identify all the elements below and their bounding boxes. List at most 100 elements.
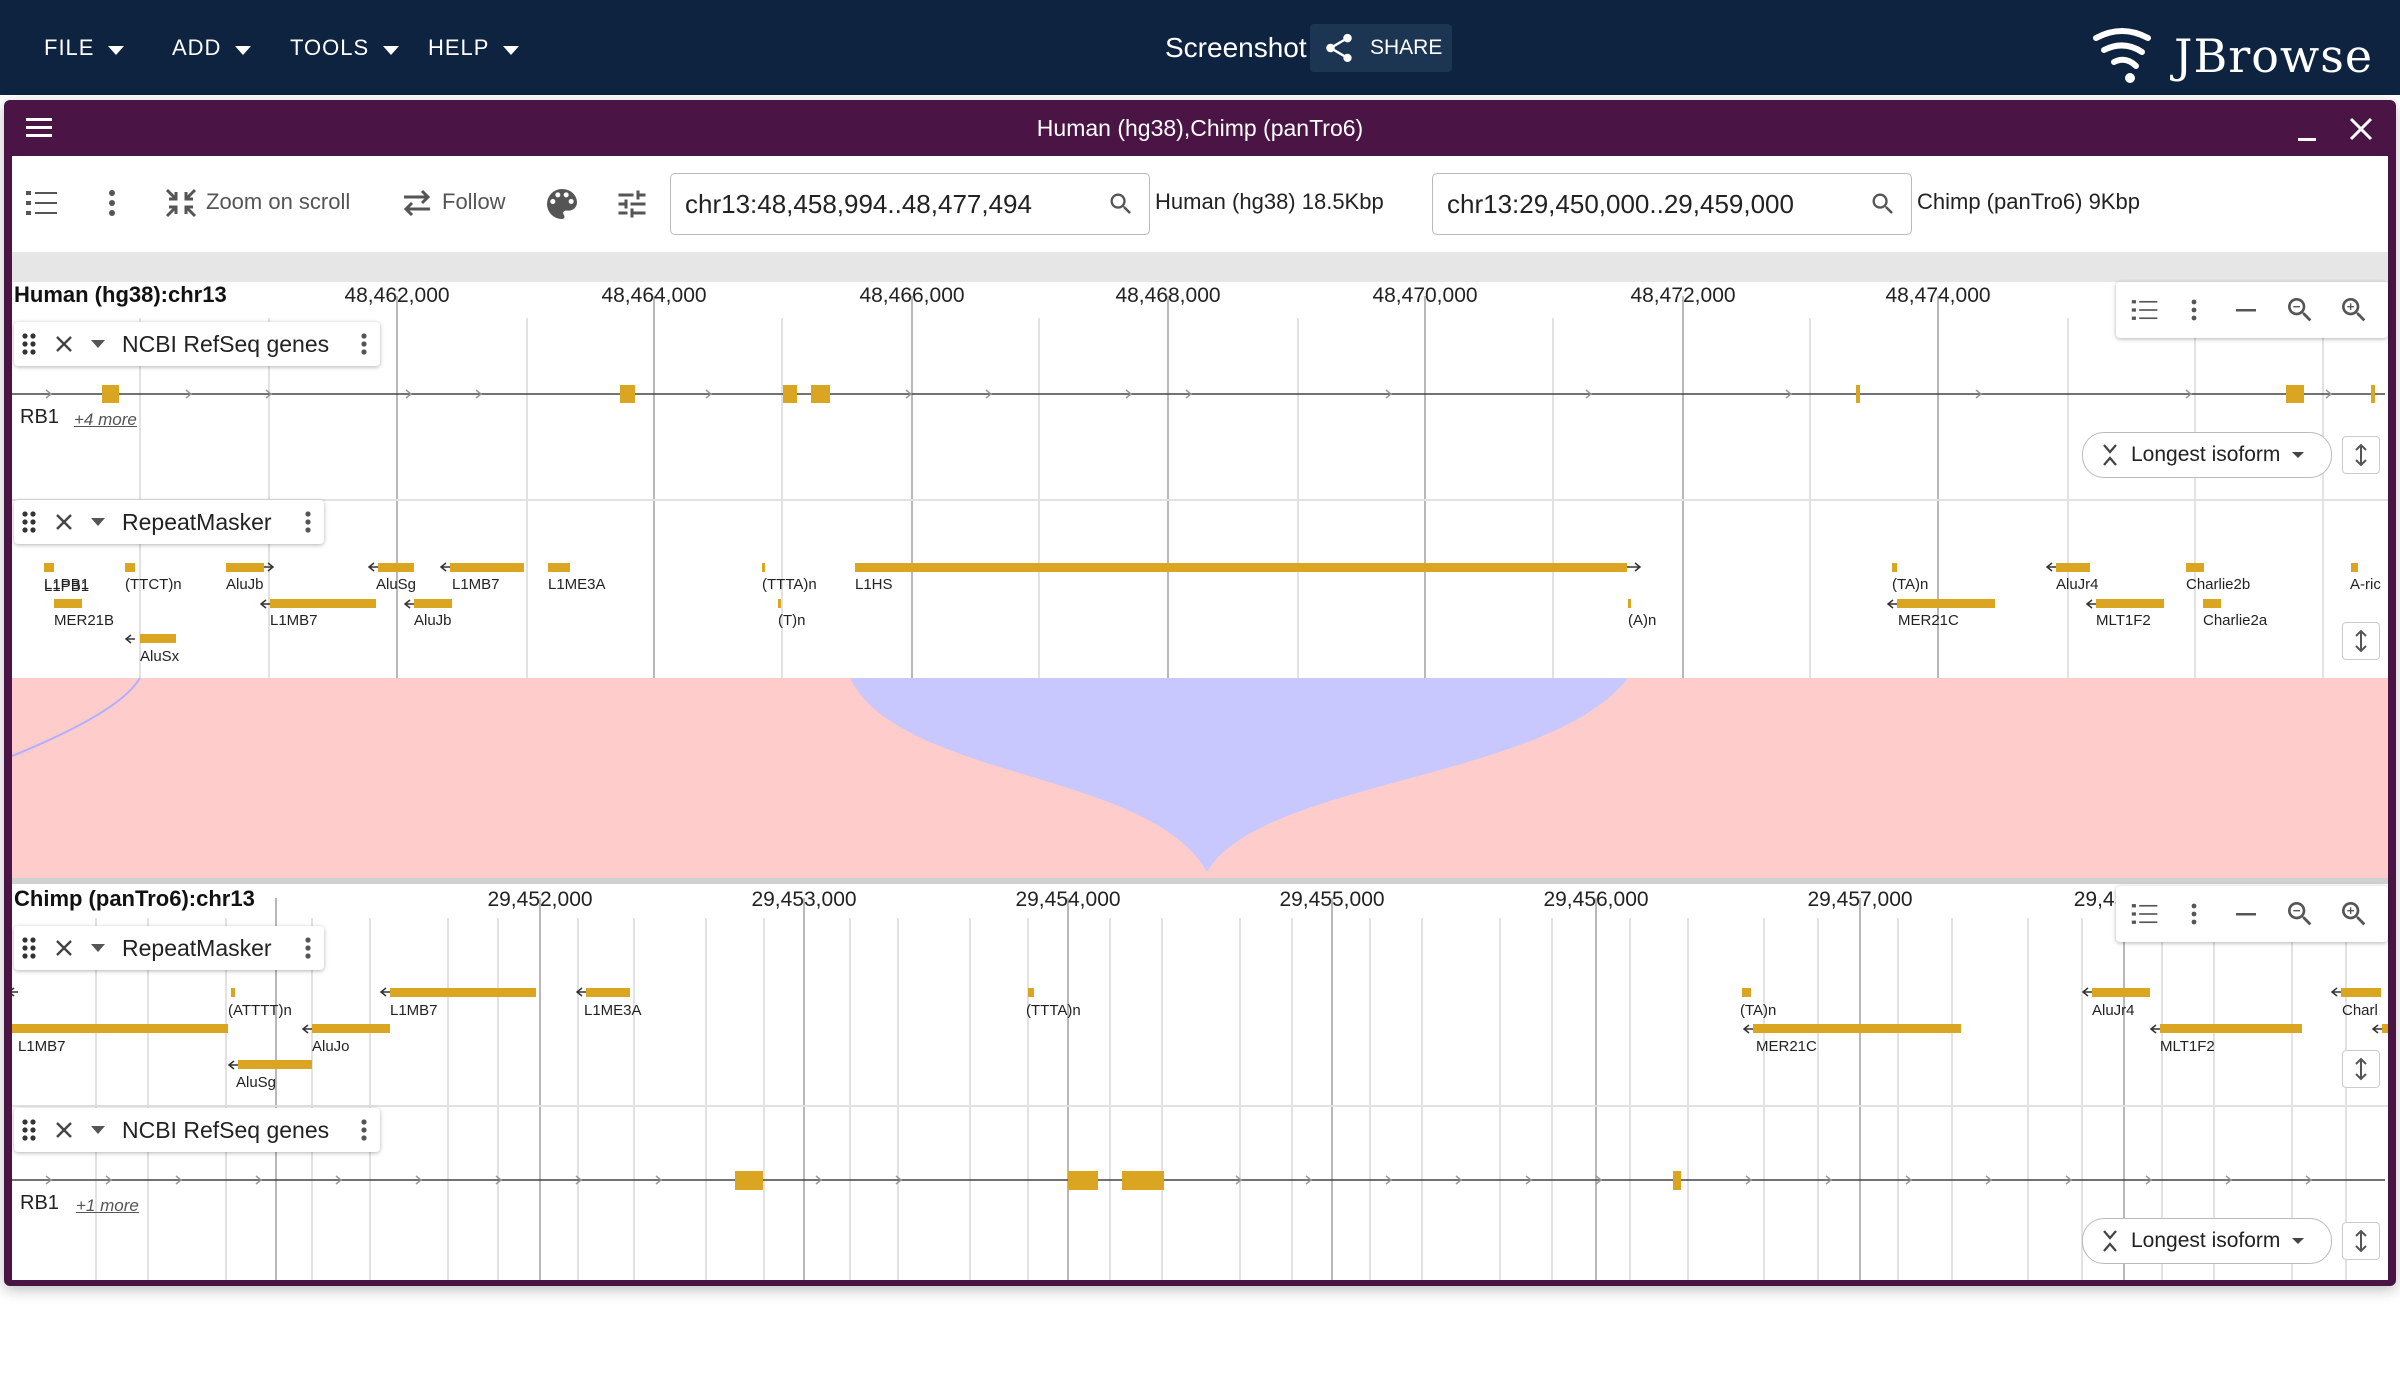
drag-handle-icon[interactable]: [20, 1116, 40, 1144]
track-menu-icon[interactable]: [302, 508, 314, 536]
human-repeat-label: L1PB1: [44, 578, 89, 595]
human-repeats-resize-button[interactable]: [2342, 622, 2380, 660]
close-track-icon[interactable]: [52, 332, 76, 356]
arrow-drop-down-icon[interactable]: [88, 938, 108, 958]
chimp-repeats-track-header: RepeatMasker: [14, 926, 324, 970]
share-button[interactable]: SHARE: [1310, 24, 1452, 72]
search-icon[interactable]: [1107, 190, 1135, 218]
more-vert-icon[interactable]: [2186, 296, 2202, 324]
track-selector-icon[interactable]: [2130, 296, 2160, 324]
session-title[interactable]: Screenshot: [1165, 32, 1307, 63]
chimp-tick-label: 29,45: [2073, 888, 2127, 911]
chimp-tick-label: 29,454,000: [1015, 888, 1121, 911]
arrow-drop-down-icon[interactable]: [88, 512, 108, 532]
chimp-gene-rb1[interactable]: [12, 1171, 2385, 1190]
chimp-tick-label: 29,456,000: [1543, 888, 1649, 911]
human-repeats-track-header: RepeatMasker: [14, 500, 324, 544]
track-menu-icon[interactable]: [358, 330, 370, 358]
human-view-controls: [2116, 282, 2388, 338]
chimp-genes-track-name: NCBI RefSeq genes: [122, 1116, 330, 1143]
repeat-label: MER21C: [1756, 1038, 1817, 1055]
zoom-out-icon[interactable]: [2284, 294, 2316, 326]
drag-handle-icon[interactable]: [20, 934, 40, 962]
minus-icon[interactable]: [2232, 296, 2260, 324]
human-genes-resize-button[interactable]: [2342, 436, 2380, 474]
chimp-isoform-dropdown[interactable]: Longest isoform: [2082, 1218, 2332, 1264]
location-value-chimp[interactable]: chr13:29,450,000..29,459,000: [1447, 189, 1794, 219]
swap-horiz-icon[interactable]: [400, 188, 434, 218]
human-repeat-features[interactable]: [44, 563, 2358, 643]
human-gene-label[interactable]: RB1: [20, 406, 59, 428]
tune-icon[interactable]: [614, 186, 650, 222]
arrow-drop-down-icon: [2292, 452, 2305, 458]
chimp-view-controls: [2116, 886, 2388, 942]
minimize-icon[interactable]: [2294, 116, 2322, 144]
menu-file[interactable]: FILE: [44, 28, 125, 68]
app-bar: [0, 0, 2400, 95]
repeat-label: AluJr4: [2092, 1002, 2135, 1019]
human-isoform-dropdown[interactable]: Longest isoform: [2082, 432, 2332, 478]
search-icon[interactable]: [1869, 190, 1897, 218]
menu-tools-label: TOOLS: [290, 35, 370, 60]
location-input-chimp[interactable]: chr13:29,450,000..29,459,000: [1432, 173, 1912, 235]
chimp-scalebar[interactable]: 29,452,000 29,453,000 29,454,000 29,455,…: [0, 888, 2400, 924]
zoom-out-icon[interactable]: [2284, 898, 2316, 930]
view-divider[interactable]: [12, 878, 2388, 884]
chimp-more-link[interactable]: +1 more: [76, 1196, 139, 1215]
repeat-label: MER21B: [54, 612, 115, 629]
repeat-label: (TA)n: [1740, 1002, 1777, 1019]
drag-handle-icon[interactable]: [20, 508, 40, 536]
track-menu-icon[interactable]: [302, 934, 314, 962]
hamburger-menu-icon[interactable]: [24, 114, 56, 142]
chimp-repeat-features[interactable]: [12, 988, 2388, 1069]
repeat-label: L1PB1: [44, 576, 90, 593]
location-input-human[interactable]: chr13:48,458,994..48,477,494: [670, 173, 1150, 235]
more-vert-icon[interactable]: [2186, 900, 2202, 928]
repeat-label: (ATTTT)n: [228, 1002, 292, 1019]
track-selector-icon[interactable]: [2130, 900, 2160, 928]
menu-help[interactable]: HELP: [428, 28, 520, 68]
arrow-drop-down-icon[interactable]: [88, 334, 108, 354]
zoom-in-icon[interactable]: [2338, 294, 2370, 326]
close-track-icon[interactable]: [52, 1118, 76, 1142]
share-label: SHARE: [1370, 36, 1443, 59]
tracks-canvas: L1PB1: [12, 296, 2388, 1280]
repeat-label: L1MB7: [390, 1002, 438, 1019]
repeat-label: MLT1F2: [2160, 1038, 2215, 1055]
chimp-gene-label[interactable]: RB1: [20, 1192, 59, 1214]
arrow-drop-down-icon[interactable]: [88, 1120, 108, 1140]
more-vert-icon[interactable]: [102, 186, 122, 220]
chimp-genes-resize-button[interactable]: [2342, 1222, 2380, 1260]
chimp-tick-label: 29,455,000: [1279, 888, 1385, 911]
repeat-label: Charl: [2342, 1002, 2378, 1019]
follow-label[interactable]: Follow: [442, 189, 506, 214]
drag-handle-icon[interactable]: [20, 330, 40, 358]
close-track-icon[interactable]: [52, 510, 76, 534]
repeat-label: MER21C: [1898, 612, 1959, 629]
chimp-repeats-resize-button[interactable]: [2342, 1050, 2380, 1088]
menu-add-label: ADD: [172, 35, 222, 60]
zoom-on-scroll-label[interactable]: Zoom on scroll: [206, 189, 351, 214]
human-assembly-label: Human (hg38):chr13: [14, 282, 227, 307]
height-icon: [2355, 443, 2367, 467]
repeat-label: L1MB7: [452, 576, 500, 593]
zoom-in-icon[interactable]: [2338, 898, 2370, 930]
zoom-on-scroll-icon[interactable]: [164, 187, 198, 219]
menu-add[interactable]: ADD: [172, 28, 252, 68]
track-menu-icon[interactable]: [358, 1116, 370, 1144]
human-more-link[interactable]: +4 more: [74, 410, 137, 429]
track-selector-icon[interactable]: [24, 186, 60, 220]
menu-tools[interactable]: TOOLS: [290, 28, 400, 68]
chimp-repeats-track-name: RepeatMasker: [122, 934, 272, 961]
human-scalebar[interactable]: 48,462,000 48,464,000 48,466,000 48,468,…: [0, 284, 2400, 320]
close-track-icon[interactable]: [52, 936, 76, 960]
human-gene-rb1[interactable]: [12, 385, 2385, 403]
palette-icon[interactable]: [542, 184, 582, 224]
repeat-label: A-ric: [2350, 576, 2381, 593]
collapse-icon: [2103, 1230, 2117, 1252]
caret-down-icon: [383, 45, 400, 55]
location-value-human[interactable]: chr13:48,458,994..48,477,494: [685, 189, 1032, 219]
close-view-icon[interactable]: [2346, 114, 2376, 144]
collapse-icon: [2103, 444, 2117, 466]
minus-icon[interactable]: [2232, 900, 2260, 928]
